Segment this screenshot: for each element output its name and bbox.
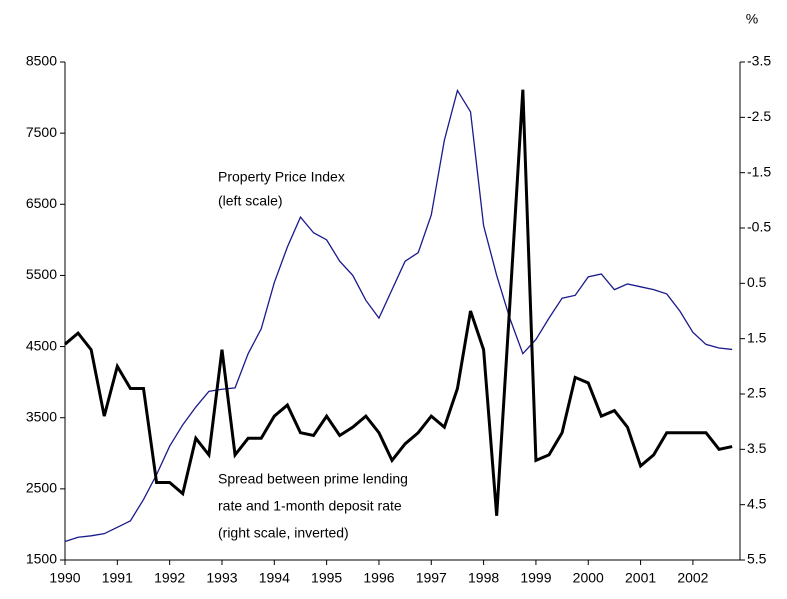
- y2-tick-label: 4.5: [747, 495, 767, 511]
- x-tick-label: 1993: [206, 570, 237, 586]
- x-tick-label: 2000: [573, 570, 604, 586]
- x-tick-label: 2002: [677, 570, 708, 586]
- y2-tick-label: -3.5: [747, 53, 771, 69]
- x-tick-label: 1995: [311, 570, 342, 586]
- y2-tick-label: -0.5: [747, 219, 771, 235]
- y2-tick-label: 1.5: [747, 329, 767, 345]
- x-tick-label: 1996: [363, 570, 394, 586]
- y-tick-label: 1500: [26, 551, 57, 567]
- x-tick-label: 1991: [102, 570, 133, 586]
- y-tick-label: 5500: [26, 266, 57, 282]
- series-line: [64, 89, 733, 516]
- annotation: (left scale): [218, 193, 283, 209]
- annotation: Property Price Index: [218, 169, 345, 185]
- y-tick-label: 3500: [26, 408, 57, 424]
- y2-tick-label: 5.5: [747, 551, 767, 567]
- y2-tick-label: 2.5: [747, 385, 767, 401]
- y2-unit: %: [746, 11, 758, 27]
- y2-tick-label: 0.5: [747, 274, 767, 290]
- y-tick-label: 8500: [26, 53, 57, 69]
- y2-tick-label: 3.5: [747, 440, 767, 456]
- y-tick-label: 7500: [26, 124, 57, 140]
- x-tick-label: 1998: [468, 570, 499, 586]
- x-tick-label: 1997: [416, 570, 447, 586]
- x-tick-label: 2001: [625, 570, 656, 586]
- y2-tick-label: -1.5: [747, 163, 771, 179]
- y-tick-label: 2500: [26, 480, 57, 496]
- annotation: (right scale, inverted): [218, 525, 349, 541]
- y2-tick-label: -2.5: [747, 108, 771, 124]
- x-tick-label: 1992: [154, 570, 185, 586]
- x-tick-label: 1994: [259, 570, 290, 586]
- y-tick-label: 4500: [26, 337, 57, 353]
- series-line: [64, 88, 733, 543]
- x-tick-label: 1990: [49, 570, 80, 586]
- annotation: Spread between prime lending: [218, 471, 408, 487]
- annotation: rate and 1-month deposit rate: [218, 498, 402, 514]
- x-tick-label: 1999: [520, 570, 551, 586]
- y-tick-label: 6500: [26, 195, 57, 211]
